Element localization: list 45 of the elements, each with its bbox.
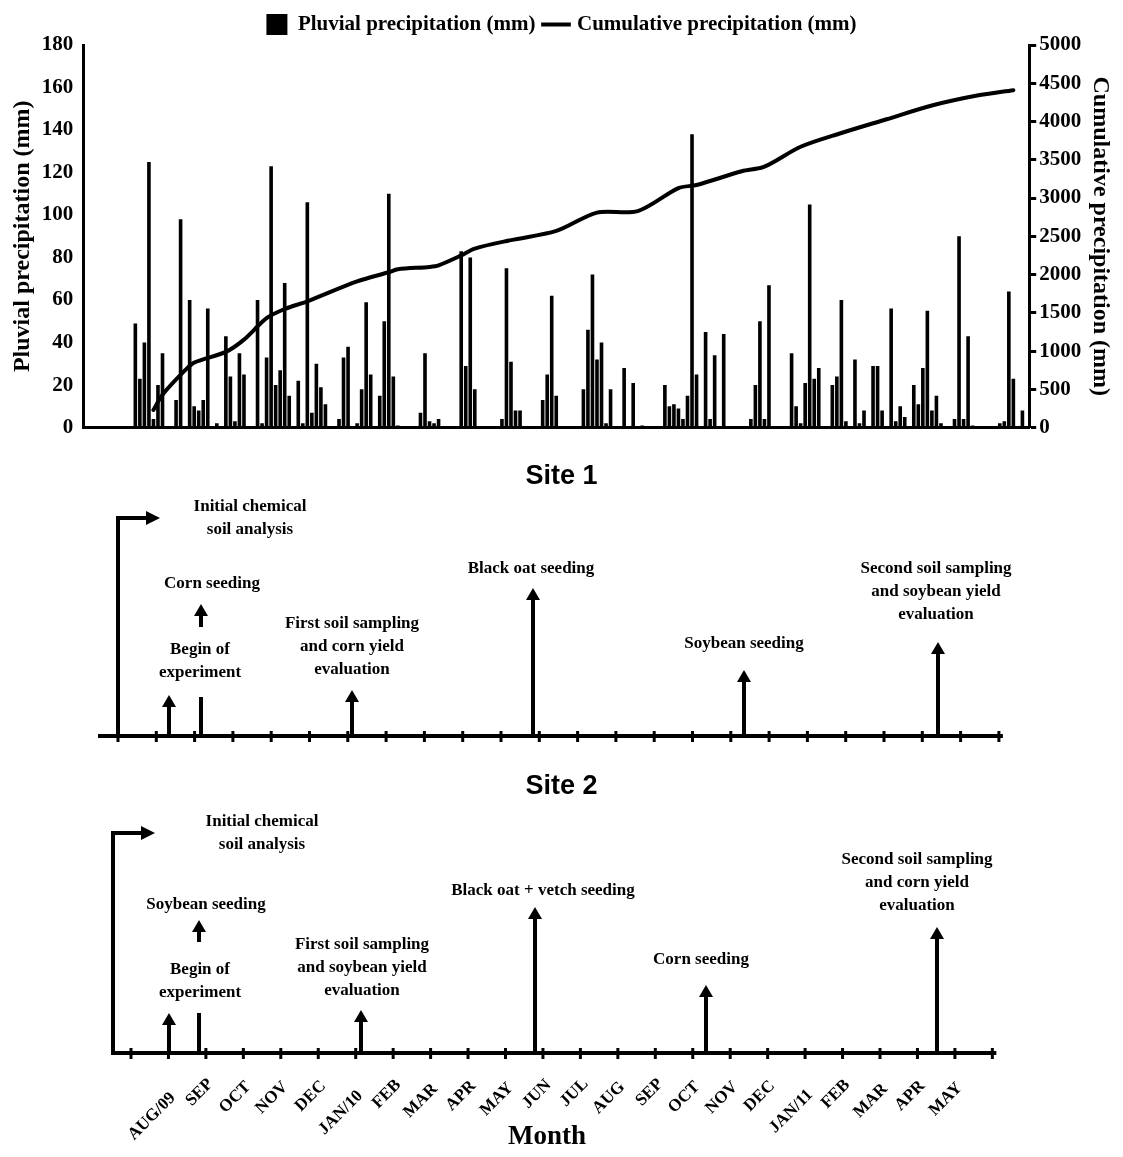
text: Site 1 [524, 460, 599, 491]
text: Black oat seeding [466, 557, 596, 579]
y2-tick-label: 2000 [1039, 260, 1082, 285]
text: Initial chemical soil analysis [192, 495, 308, 540]
y2-tick-label: 3000 [1039, 184, 1082, 209]
y-tick-label: 80 [52, 243, 74, 268]
legend-label: Pluvial precipitation (mm) [297, 10, 536, 35]
y2-tick-label: 0 [1039, 414, 1050, 439]
y-tick-label: 120 [41, 158, 74, 183]
text: Second soil sampling and corn yield evaluation [840, 848, 994, 916]
text: First soil sampling and corn yield evaluation [283, 612, 421, 680]
y-tick-label: 140 [41, 116, 74, 141]
y2-tick-label: 1000 [1039, 337, 1082, 362]
y-tick-label: 0 [62, 414, 74, 439]
y2-tick-label: 4000 [1039, 107, 1082, 132]
y2-tick-label: 2500 [1039, 222, 1082, 247]
text: Month [507, 1120, 587, 1151]
y-tick-label: 160 [41, 73, 74, 98]
y-tick-label: 20 [52, 371, 74, 396]
y-tick-label: 100 [41, 201, 74, 226]
category-label: SEP [630, 1073, 668, 1110]
text: Begin of experiment [157, 958, 243, 1003]
text: Second soil sampling and soybean yield evaluation [859, 557, 1013, 625]
text: Corn seeding [163, 572, 261, 594]
y2-tick-label: 5000 [1039, 31, 1082, 56]
text: First soil sampling and soybean yield evaluation [293, 933, 431, 1001]
y2-tick-label: 3500 [1039, 146, 1082, 171]
y-axis-title: Pluvial precipitation (mm) [7, 100, 34, 373]
y2-axis-title: Cumulative precipitation (mm) [1089, 76, 1116, 397]
y2-tick-label: 1500 [1039, 299, 1082, 324]
y-tick-label: 40 [52, 329, 74, 353]
category-label: SEP [181, 1073, 218, 1110]
y2-tick-label: 4500 [1039, 69, 1082, 94]
text: Site 2 [524, 770, 599, 801]
legend-label: Cumulative precipitation (mm) [577, 10, 857, 35]
text: Begin of experiment [157, 638, 243, 683]
text: Black oat + vetch seeding [450, 879, 636, 901]
y-tick-label: 180 [41, 31, 74, 56]
text: Corn seeding [652, 948, 750, 970]
category-label: JUL [555, 1073, 593, 1111]
text: Soybean seeding [683, 632, 805, 654]
y-tick-label: 60 [52, 286, 74, 311]
text: Soybean seeding [145, 893, 267, 915]
y2-tick-label: 500 [1039, 375, 1071, 400]
text: Initial chemical soil analysis [204, 810, 320, 855]
